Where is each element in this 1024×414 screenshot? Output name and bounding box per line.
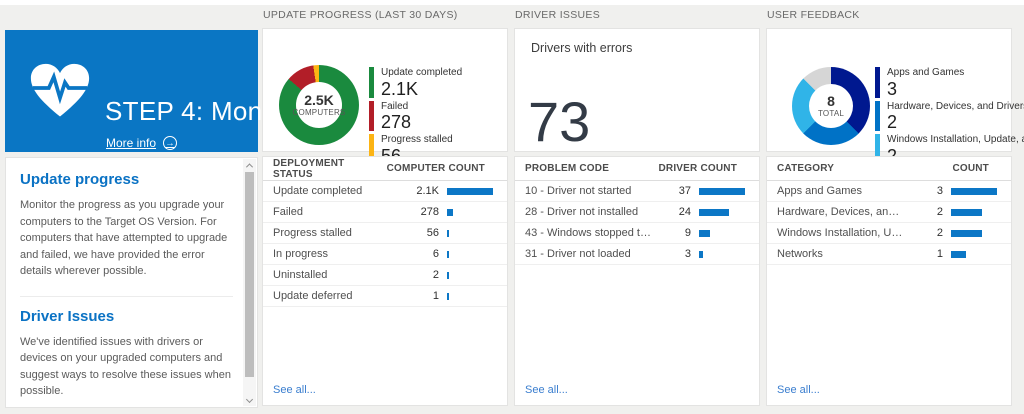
scrollbar-thumb[interactable] bbox=[245, 172, 254, 377]
more-info-link[interactable]: More info bbox=[106, 136, 178, 150]
table-header: DEPLOYMENT STATUS COMPUTER COUNT bbox=[263, 157, 507, 181]
user-feedback-chart-card: 8 TOTAL Apps and Games 3 Hardware, Devic… bbox=[766, 28, 1024, 165]
panel-scrollbar[interactable] bbox=[243, 159, 256, 406]
table-row[interactable]: Windows Installation, Update,... 2 bbox=[767, 223, 1011, 244]
legend-swatch-green bbox=[369, 67, 374, 98]
value-bar bbox=[447, 208, 453, 216]
section-heading: Driver Issues bbox=[20, 307, 115, 325]
table-row[interactable]: 28 - Driver not installed 24 bbox=[515, 202, 759, 223]
drivers-with-errors-card[interactable]: Drivers with errors 73 bbox=[514, 28, 760, 152]
section-driver-issues: Driver Issues We've identified issues wi… bbox=[20, 295, 233, 408]
update-progress-donut-chart[interactable]: 2.5K COMPUTERS bbox=[279, 65, 359, 145]
table-row[interactable]: Apps and Games 3 bbox=[767, 181, 1011, 202]
value-bar bbox=[699, 187, 745, 195]
table-row[interactable]: Hardware, Devices, and Drivers 2 bbox=[767, 202, 1011, 223]
legend-item: Apps and Games 3 bbox=[875, 67, 1024, 98]
heart-pulse-icon bbox=[29, 62, 91, 124]
value-bar bbox=[447, 187, 493, 195]
value-bar bbox=[951, 208, 982, 216]
legend-swatch-cyan bbox=[875, 134, 880, 165]
value-bar bbox=[951, 187, 997, 195]
legend-item: Failed 278 bbox=[369, 100, 462, 131]
table-header: CATEGORY COUNT bbox=[767, 157, 1011, 181]
donut-center-label: TOTAL bbox=[817, 109, 845, 119]
value-bar bbox=[447, 271, 449, 279]
value-bar bbox=[447, 250, 449, 258]
section-body: We've identified issues with drivers or … bbox=[20, 335, 231, 398]
table-row[interactable]: Update deferred 1 bbox=[263, 286, 507, 307]
see-all-link[interactable]: See all... bbox=[273, 384, 316, 396]
legend-item: Windows Installation, Update, and... 2 bbox=[875, 134, 1024, 165]
table-row[interactable]: Update completed 2.1K bbox=[263, 181, 507, 202]
section-body: Monitor the progress as you upgrade your… bbox=[20, 199, 228, 277]
value-bar bbox=[699, 250, 703, 258]
section-heading: Update progress bbox=[20, 171, 140, 188]
problem-code-table-card: PROBLEM CODE DRIVER COUNT 10 - Driver no… bbox=[514, 156, 760, 406]
table-row[interactable]: 43 - Windows stopped the devi... 9 bbox=[515, 223, 759, 244]
table-row[interactable]: Uninstalled 2 bbox=[263, 265, 507, 286]
top-strip bbox=[0, 0, 1024, 5]
step-tile[interactable]: STEP 4: Monitor More info bbox=[5, 30, 299, 152]
circle-arrow-icon bbox=[163, 136, 178, 150]
section-update-progress: Update progress Monitor the progress as … bbox=[20, 160, 233, 296]
legend-swatch-red bbox=[369, 100, 374, 131]
value-bar bbox=[699, 208, 729, 216]
see-all-link[interactable]: See all... bbox=[525, 384, 568, 396]
table-row[interactable]: 10 - Driver not started 37 bbox=[515, 181, 759, 202]
user-feedback-donut-chart[interactable]: 8 TOTAL bbox=[792, 67, 870, 145]
update-progress-chart-card: 2.5K COMPUTERS Update completed 2.1K Fai… bbox=[262, 28, 508, 165]
value-bar bbox=[447, 229, 449, 237]
column-header-user-feedback: USER FEEDBACK bbox=[767, 9, 860, 21]
donut-center-value: 8 bbox=[827, 92, 835, 109]
value-bar bbox=[699, 229, 710, 237]
stat-label: Drivers with errors bbox=[531, 41, 633, 55]
user-feedback-legend: Apps and Games 3 Hardware, Devices, and … bbox=[875, 67, 1024, 168]
column-header-update-progress: UPDATE PROGRESS (LAST 30 DAYS) bbox=[263, 9, 458, 21]
value-bar bbox=[951, 229, 982, 237]
see-all-link[interactable]: See all... bbox=[777, 384, 820, 396]
deployment-status-table-card: DEPLOYMENT STATUS COMPUTER COUNT Update … bbox=[262, 156, 508, 406]
table-row[interactable]: In progress 6 bbox=[263, 244, 507, 265]
legend-swatch-blue bbox=[875, 100, 880, 131]
legend-item: Update completed 2.1K bbox=[369, 67, 462, 98]
category-table-card: CATEGORY COUNT Apps and Games 3 Hardware… bbox=[766, 156, 1012, 406]
update-progress-legend: Update completed 2.1K Failed 278 Progres… bbox=[369, 67, 462, 168]
legend-item: Hardware, Devices, and Drivers 2 bbox=[875, 100, 1024, 131]
stat-value: 73 bbox=[528, 90, 591, 153]
donut-center-value: 2.5K bbox=[304, 91, 334, 108]
table-row[interactable]: Progress stalled 56 bbox=[263, 223, 507, 244]
column-header-driver-issues: DRIVER ISSUES bbox=[515, 9, 601, 21]
table-row[interactable]: Failed 278 bbox=[263, 202, 507, 223]
scroll-down-icon[interactable] bbox=[243, 393, 256, 406]
donut-center-label: COMPUTERS bbox=[292, 108, 346, 118]
scroll-up-icon[interactable] bbox=[243, 159, 256, 172]
value-bar bbox=[951, 250, 966, 258]
value-bar bbox=[447, 292, 449, 300]
description-panel: Update progress Monitor the progress as … bbox=[5, 157, 258, 408]
legend-swatch-yellow bbox=[369, 134, 374, 165]
table-row[interactable]: Networks 1 bbox=[767, 244, 1011, 265]
table-row[interactable]: 31 - Driver not loaded 3 bbox=[515, 244, 759, 265]
legend-swatch-navy bbox=[875, 67, 880, 98]
table-header: PROBLEM CODE DRIVER COUNT bbox=[515, 157, 759, 181]
